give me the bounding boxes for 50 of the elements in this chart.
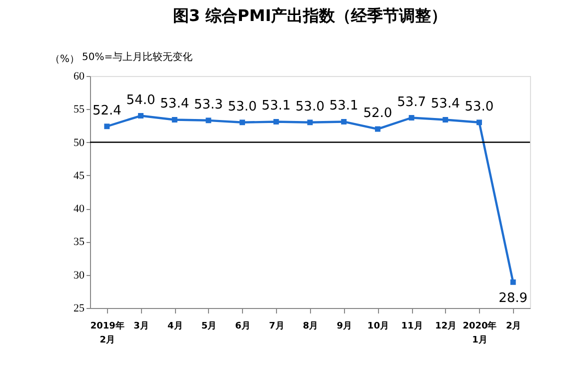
data-label: 53.1 <box>329 98 358 114</box>
x-tick-label: 11月 <box>401 320 423 332</box>
y-tick-label: 55 <box>74 104 85 116</box>
y-tick-label: 25 <box>74 302 85 314</box>
x-tick-label: 8月 <box>302 320 318 332</box>
x-tick-label: 4月 <box>167 320 183 332</box>
y-tick-label: 45 <box>74 170 85 182</box>
point <box>510 279 516 285</box>
x-tick-label: 7月 <box>269 320 284 332</box>
point <box>476 120 482 126</box>
x-tick-label: 3月 <box>134 320 149 332</box>
x-tick-label: 2020年 1月 <box>462 320 497 346</box>
point <box>307 120 313 126</box>
x-tick-label: 2月 <box>506 320 522 332</box>
data-label: 53.0 <box>464 99 494 114</box>
point <box>104 124 110 130</box>
x-tick-label: 2019年 2月 <box>90 320 124 346</box>
chart-title: 图3 综合PMI产出指数（经季节调整） <box>172 6 448 25</box>
data-label: 52.4 <box>92 103 122 118</box>
data-label: 52.0 <box>363 106 392 122</box>
data-label: 53.0 <box>228 99 257 114</box>
y-tick-label: 50 <box>74 136 85 149</box>
point <box>172 117 178 122</box>
data-label: 53.4 <box>430 96 460 112</box>
data-label: 53.0 <box>296 99 324 114</box>
data-label: 53.7 <box>397 94 426 110</box>
y-tick-label: 30 <box>74 269 85 282</box>
data-label: 53.1 <box>262 98 291 114</box>
point <box>138 113 144 119</box>
point <box>442 117 448 122</box>
point <box>240 120 246 126</box>
point <box>273 119 279 124</box>
point <box>408 115 414 120</box>
y-tick-label: 60 <box>74 70 85 82</box>
x-tick-label: 10月 <box>367 320 389 332</box>
data-label: 54.0 <box>126 92 156 108</box>
x-tick-label: 5月 <box>201 320 217 332</box>
y-tick-label: 35 <box>74 236 85 248</box>
y-axis-title: （%） <box>50 54 80 65</box>
data-label: 28.9 <box>498 291 528 306</box>
data-label: 53.3 <box>194 97 223 112</box>
x-tick-label: 12月 <box>435 320 457 332</box>
y-tick-label: 40 <box>74 203 85 216</box>
x-tick-label: 9月 <box>336 320 352 332</box>
x-tick-label: 6月 <box>235 320 250 332</box>
point <box>206 118 212 124</box>
point <box>341 119 347 124</box>
data-label: 53.4 <box>160 96 190 112</box>
text: 50%=与上月比较无变化 <box>82 51 193 63</box>
point <box>374 126 380 132</box>
